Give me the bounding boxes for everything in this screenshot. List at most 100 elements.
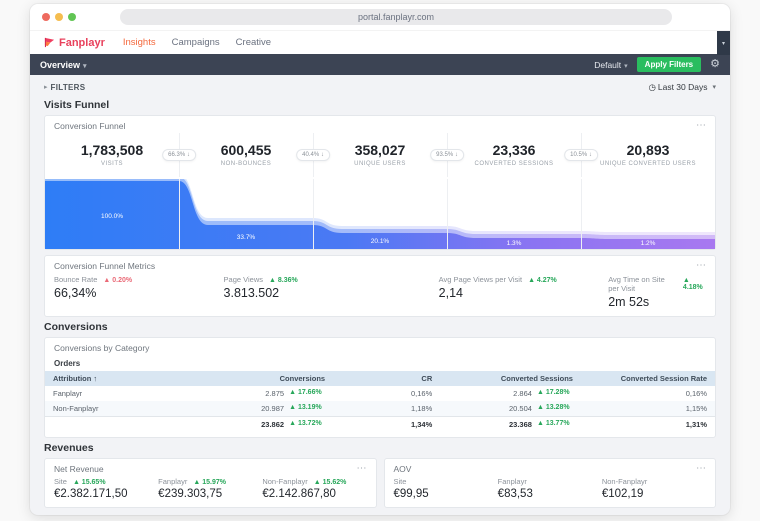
- stat-label: VISITS: [45, 161, 179, 167]
- metric-label: Bounce Rate: [54, 275, 97, 284]
- rev-metric-fanplayr: Fanplayr €83,53: [498, 477, 602, 500]
- metric-value: €99,95: [394, 488, 498, 500]
- metric-avg-page-views: Avg Page Views per Visit ▲ 4.27% 2,14: [439, 275, 609, 309]
- card-title: AOV: [394, 464, 412, 474]
- divider: [313, 179, 314, 249]
- stat-label: CONVERTED SESSIONS: [447, 161, 581, 167]
- dashboard-content: ▸ FILTERS ◷ Last 30 Days ▾ Visits Funnel…: [30, 75, 730, 515]
- drop-rate-badge: 40.4% ↓: [296, 149, 330, 161]
- divider: [581, 179, 582, 249]
- drop-rate-badge: 66.3% ↓: [162, 149, 196, 161]
- divider: [179, 179, 180, 249]
- column-header-cr[interactable]: CR: [333, 371, 440, 386]
- minimize-window-button[interactable]: [55, 13, 63, 21]
- stat-unique-users: 358,027 UNIQUE USERS: [313, 143, 447, 166]
- table-total-row: 23.862▲ 13.72% 1,34% 23.368▲ 13.77% 1,31…: [45, 417, 715, 433]
- metric-label: Non-Fanplayr: [602, 477, 647, 486]
- cell-conversions: 20.987: [261, 404, 284, 413]
- fanplayr-logo-icon: [44, 37, 55, 48]
- cell-conversions: 2.875: [265, 389, 284, 398]
- cell-attribution: Fanplayr: [45, 386, 186, 401]
- stat-value: 1,783,508: [45, 143, 179, 158]
- traffic-lights: [42, 13, 76, 21]
- desktop-backdrop: portal.fanplayr.com Fanplayr Insights Ca…: [0, 0, 760, 521]
- column-header-attribution[interactable]: Attribution ↑: [45, 371, 186, 386]
- gear-icon[interactable]: ⚙: [710, 59, 720, 70]
- metric-value: 3.813.502: [224, 286, 439, 300]
- brand-name: Fanplayr: [59, 37, 105, 49]
- metric-label: Non-Fanplayr: [262, 477, 307, 486]
- cell-change: ▲ 13.28%: [537, 404, 573, 413]
- metric-label: Site: [394, 477, 407, 486]
- column-header-converted-sessions[interactable]: Converted Sessions: [440, 371, 581, 386]
- conversions-section-title: Conversions: [44, 321, 716, 333]
- conversion-funnel-card-header: Conversion Funnel ⋯: [45, 116, 715, 133]
- stat-non-bounces: 600,455 NON-BOUNCES: [179, 143, 313, 166]
- orders-group-title: Orders: [45, 355, 715, 371]
- conversion-funnel-card: Conversion Funnel ⋯ 1,783,508 VISITS 600…: [44, 115, 716, 250]
- stat-value: 20,893: [581, 143, 715, 158]
- nav-item-creative[interactable]: Creative: [236, 37, 271, 48]
- metric-change: ▲ 15.65%: [73, 479, 106, 486]
- metric-value: €102,19: [602, 488, 706, 500]
- cell-change: ▲ 17.66%: [289, 389, 325, 398]
- metric-label: Avg Page Views per Visit: [439, 275, 522, 284]
- filters-toggle[interactable]: FILTERS: [51, 83, 86, 92]
- metric-change: ▲ 15.62%: [314, 479, 347, 486]
- funnel-metrics-card-title: Conversion Funnel Metrics: [54, 261, 155, 271]
- rev-metric-site: Site €99,95: [394, 477, 498, 500]
- table-row-fanplayr: Fanplayr 2.875▲ 17.66% 0,16% 2.864▲ 17.2…: [45, 386, 715, 401]
- divider: [447, 179, 448, 249]
- metric-value: €239.303,75: [158, 488, 262, 500]
- conversion-funnel-card-title: Conversion Funnel: [54, 121, 125, 131]
- user-menu-button[interactable]: ▾: [717, 31, 730, 55]
- funnel-metrics-row: Bounce Rate ▲ 0.20% 66,34% Page Views ▲ …: [45, 273, 715, 316]
- segment-percentage: 33.7%: [237, 234, 255, 241]
- preset-dropdown-label: Default: [594, 60, 621, 70]
- metric-label: Fanplayr: [158, 477, 187, 486]
- total-change: ▲ 13.72%: [289, 420, 325, 429]
- column-header-conversions[interactable]: Conversions: [186, 371, 333, 386]
- preset-dropdown[interactable]: Default▾: [594, 60, 627, 70]
- rev-metric-non-fanplayr: Non-Fanplayr ▲ 15.62% €2.142.867,80: [262, 477, 366, 500]
- conversions-card-header: Conversions by Category: [45, 338, 715, 355]
- toolbar-right-group: Default▾ Apply Filters ⚙: [594, 57, 720, 72]
- app-nav: Fanplayr Insights Campaigns Creative ▾: [30, 30, 730, 54]
- cell-converted-session-rate: 0,16%: [581, 386, 715, 401]
- stat-label: UNIQUE USERS: [313, 161, 447, 167]
- table-header-row: Attribution ↑ Conversions CR Converted S…: [45, 371, 715, 386]
- stat-label: NON-BOUNCES: [179, 161, 313, 167]
- zoom-window-button[interactable]: [68, 13, 76, 21]
- more-options-icon[interactable]: ⋯: [696, 466, 706, 472]
- stat-value: 23,336: [447, 143, 581, 158]
- conversions-card-title: Conversions by Category: [54, 343, 149, 353]
- metric-value: €83,53: [498, 488, 602, 500]
- more-options-icon[interactable]: ⋯: [696, 123, 706, 129]
- cell-converted-session-rate: 1,15%: [581, 401, 715, 417]
- table-row-non-fanplayr: Non-Fanplayr 20.987▲ 13.19% 1,18% 20.504…: [45, 401, 715, 417]
- cell-cr: 1,18%: [333, 401, 440, 417]
- nav-item-insights[interactable]: Insights: [123, 37, 156, 48]
- metric-value: €2.142.867,80: [262, 488, 366, 500]
- revenues-grid: Net Revenue⋯ Site▲ 15.65% €2.382.171,50 …: [44, 458, 716, 515]
- more-options-icon[interactable]: ⋯: [696, 263, 706, 269]
- stat-value: 600,455: [179, 143, 313, 158]
- metric-avg-time-on-site: Avg Time on Site per Visit ▲ 4.18% 2m 52…: [608, 275, 706, 309]
- stat-value: 358,027: [313, 143, 447, 158]
- nav-item-campaigns[interactable]: Campaigns: [172, 37, 220, 48]
- stat-label: UNIQUE CONVERTED USERS: [581, 161, 715, 167]
- stat-unique-converted-users: 20,893 UNIQUE CONVERTED USERS: [581, 143, 715, 166]
- visits-funnel-section-title: Visits Funnel: [44, 99, 716, 111]
- apply-filters-button[interactable]: Apply Filters: [637, 57, 701, 72]
- chevron-right-icon: ▸: [44, 83, 48, 91]
- metric-change: ▲ 15.97%: [193, 479, 226, 486]
- url-bar[interactable]: portal.fanplayr.com: [120, 9, 672, 25]
- date-range-dropdown[interactable]: ◷ Last 30 Days ▾: [648, 82, 716, 93]
- column-header-converted-session-rate[interactable]: Converted Session Rate: [581, 371, 715, 386]
- fanplayr-brand[interactable]: Fanplayr: [44, 37, 105, 49]
- close-window-button[interactable]: [42, 13, 50, 21]
- more-options-icon[interactable]: ⋯: [357, 466, 367, 472]
- cell-change: ▲ 13.19%: [289, 404, 325, 413]
- overview-dropdown[interactable]: Overview▾: [40, 60, 87, 70]
- total-conversions: 23.862: [261, 420, 284, 429]
